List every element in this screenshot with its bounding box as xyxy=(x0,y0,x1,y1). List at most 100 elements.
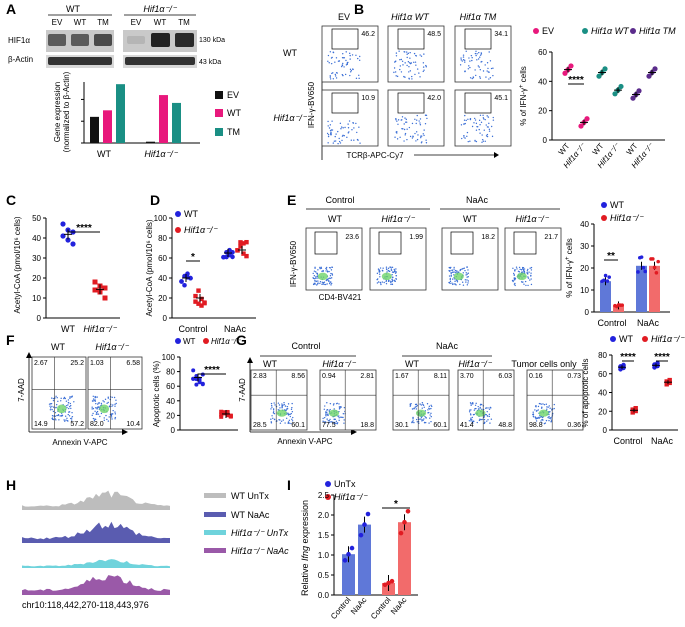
event-dot xyxy=(414,73,416,76)
event-dot xyxy=(396,120,398,122)
event-dot xyxy=(409,62,412,65)
event-dot xyxy=(478,66,480,68)
event-dot xyxy=(55,406,57,409)
event-dot xyxy=(547,416,549,419)
event-dot xyxy=(379,267,382,269)
event-dot xyxy=(470,409,472,411)
event-dot xyxy=(273,402,275,404)
event-dot xyxy=(313,275,316,277)
event-dot xyxy=(329,421,331,423)
event-dot xyxy=(492,74,494,77)
event-dot xyxy=(520,281,523,283)
event-dot xyxy=(451,283,454,286)
event-dot xyxy=(415,119,418,121)
event-dot xyxy=(314,283,316,285)
data-point xyxy=(222,410,227,415)
coverage-track xyxy=(22,521,170,543)
event-dot xyxy=(64,397,67,400)
event-dot xyxy=(331,129,334,131)
event-dot xyxy=(66,407,68,409)
data-point xyxy=(193,293,198,299)
event-dot xyxy=(423,406,425,409)
significance-label: ** xyxy=(607,251,615,262)
quadrant-value: 0.16 xyxy=(529,373,543,380)
event-dot xyxy=(404,62,406,64)
event-dot xyxy=(341,64,344,66)
y-tick-label: 20 xyxy=(580,264,589,273)
event-dot xyxy=(488,78,490,80)
legend-swatch xyxy=(215,91,223,99)
event-dot xyxy=(530,272,532,274)
event-dot xyxy=(415,403,418,406)
event-dot xyxy=(479,76,481,78)
bar xyxy=(172,102,181,143)
event-dot xyxy=(412,418,414,420)
event-dot xyxy=(477,58,480,60)
data-point xyxy=(342,558,348,563)
event-dot xyxy=(484,118,486,121)
event-dot xyxy=(326,418,328,420)
event-dot xyxy=(448,270,451,272)
y-axis-label: % of IFN-γ+ cells xyxy=(519,66,528,126)
event-dot xyxy=(408,65,410,68)
event-dot xyxy=(467,68,470,70)
event-dot xyxy=(330,277,333,279)
event-dot xyxy=(290,412,292,415)
event-dot xyxy=(431,405,433,408)
lane-label: TM xyxy=(178,18,190,27)
flow-col-header: Hif1α⁻/⁻ xyxy=(458,359,492,369)
event-dot xyxy=(338,137,340,140)
blot-band xyxy=(127,36,145,44)
data-point xyxy=(630,410,635,415)
event-dot xyxy=(64,415,67,417)
event-dot xyxy=(549,417,552,419)
event-dot xyxy=(404,134,406,136)
data-point xyxy=(365,511,371,517)
event-dot xyxy=(398,50,400,52)
event-dot xyxy=(326,283,328,285)
x-category: NaAc xyxy=(637,318,660,328)
legend-label: Hif1α⁻/⁻ xyxy=(334,492,368,502)
x-category: Control xyxy=(178,324,207,334)
event-dot xyxy=(409,70,412,72)
event-dot xyxy=(465,274,467,276)
event-dot xyxy=(322,417,324,420)
coverage-track xyxy=(22,490,170,510)
event-dot xyxy=(284,405,287,407)
density-core xyxy=(328,409,340,417)
event-dot xyxy=(337,415,339,417)
legend-swatch xyxy=(204,548,226,553)
event-dot xyxy=(313,270,316,272)
event-dot xyxy=(460,59,462,61)
blot-band xyxy=(71,34,89,46)
legend-swatch xyxy=(215,128,223,136)
event-dot xyxy=(421,407,423,409)
data-point xyxy=(349,545,355,551)
event-dot xyxy=(409,51,411,54)
legend-label: WT xyxy=(619,334,633,344)
ylabel-line1: Gene expression xyxy=(53,82,62,142)
y-tick-label: 40 xyxy=(580,220,589,229)
flow-plot-frame xyxy=(457,369,515,431)
event-dot xyxy=(273,412,276,415)
bar xyxy=(103,110,112,143)
event-dot xyxy=(465,119,467,122)
gate xyxy=(450,231,474,255)
event-dot xyxy=(530,278,532,280)
y-tick-label: 0 xyxy=(37,314,42,323)
event-dot xyxy=(96,408,98,410)
event-dot xyxy=(70,407,72,410)
event-dot xyxy=(332,51,334,53)
event-dot xyxy=(71,415,74,418)
gate xyxy=(513,231,537,255)
event-dot xyxy=(471,56,473,59)
significance-label: * xyxy=(394,499,398,510)
data-point xyxy=(630,95,636,101)
event-dot xyxy=(545,419,548,422)
event-dot xyxy=(420,404,423,406)
data-point xyxy=(230,254,235,260)
event-dot xyxy=(50,407,52,409)
event-dot xyxy=(337,60,340,62)
gate-value: 34.1 xyxy=(494,31,508,38)
event-dot xyxy=(67,399,70,401)
